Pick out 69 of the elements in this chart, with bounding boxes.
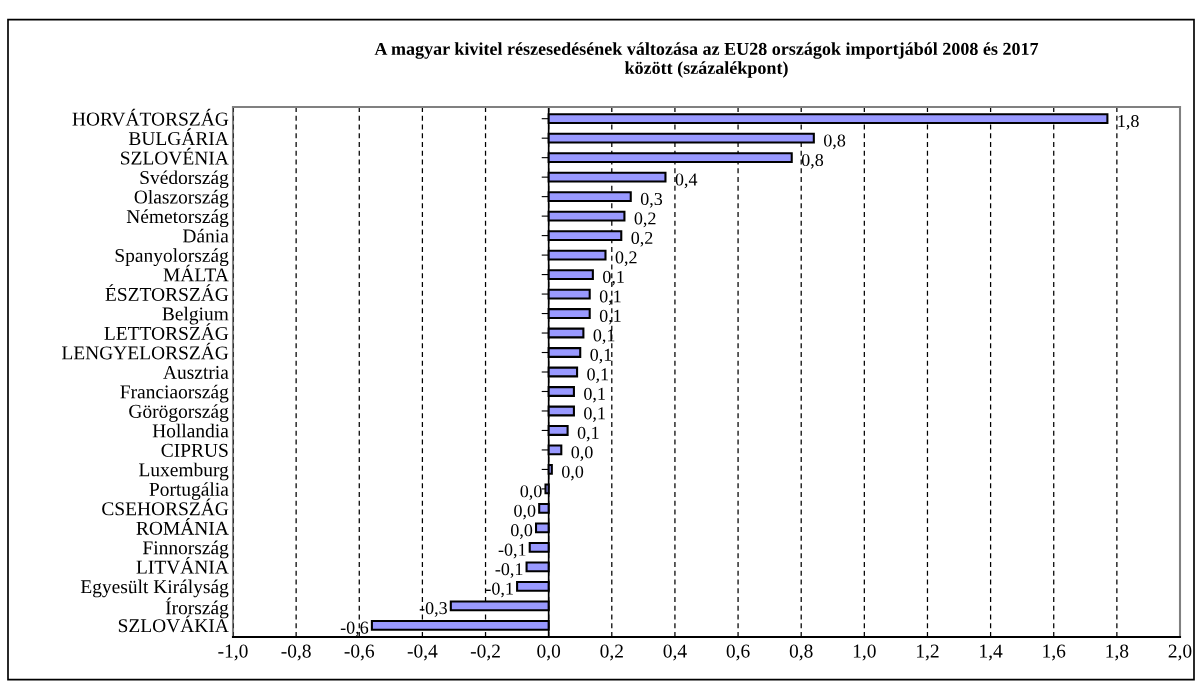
y-tick-label: SZLOVÉNIA <box>121 147 229 165</box>
y-tick-label: Németország <box>126 209 229 228</box>
data-label: -0,6 <box>340 621 369 637</box>
data-label: 0,1 <box>599 309 621 325</box>
y-tick-label: MÁLTA <box>163 264 229 282</box>
data-label: 0,1 <box>584 387 605 403</box>
y-tick-label: Luxemburg <box>139 462 229 481</box>
data-label: 0,2 <box>634 212 656 228</box>
data-label: 0,8 <box>823 134 846 150</box>
data-label: 0,8 <box>801 153 824 169</box>
data-label: -0,1 <box>498 543 526 559</box>
y-tick-label: BULGÁRIA <box>128 128 229 146</box>
x-tick-label: 2,0 <box>1168 644 1192 661</box>
x-tick-label: 1,2 <box>917 644 939 661</box>
y-tick-label: ÉSZTORSZÁG <box>105 284 229 301</box>
y-tick-label: ROMÁNIA <box>136 518 229 535</box>
x-tick-label: 1,8 <box>1106 644 1129 661</box>
x-tick-label: -0,4 <box>407 644 438 661</box>
data-label: 0,0 <box>571 446 593 461</box>
y-tick-label: HORVÁTORSZÁG <box>72 108 229 126</box>
y-tick-label: Portugália <box>149 482 229 500</box>
data-label: 0,1 <box>603 270 624 286</box>
y-tick-label: Ausztria <box>163 365 229 379</box>
x-tick-label: -0,2 <box>470 644 500 661</box>
data-label: 0,1 <box>593 329 615 345</box>
y-tick-label: Franciaország <box>120 384 229 403</box>
y-tick-label: LITVÁNIA <box>136 556 229 574</box>
data-label: 0,1 <box>590 348 612 364</box>
x-tick-label: 0,8 <box>789 644 813 661</box>
x-tick-label: 0,0 <box>537 644 561 661</box>
y-tick-label: Finnország <box>142 540 229 559</box>
data-label: 1,8 <box>1118 114 1139 130</box>
x-tick-label: 0,4 <box>663 644 687 661</box>
x-tick-label: 0,2 <box>600 644 623 661</box>
y-tick-label: CSEHORSZÁG <box>102 498 229 516</box>
data-label: 0,1 <box>587 368 609 384</box>
y-tick-label: Egyesült Királyság <box>80 579 229 598</box>
data-label: 0,2 <box>615 251 637 267</box>
y-tick-label: Spanyolország <box>115 248 229 267</box>
data-label: 0,0 <box>514 504 536 520</box>
x-tick-label: 0,6 <box>726 644 750 661</box>
data-label: 0,4 <box>675 173 698 189</box>
data-label: 0,2 <box>631 231 653 247</box>
y-tick-label: Hollandia <box>152 423 229 438</box>
y-tick-label: Görögország <box>129 404 229 422</box>
data-label: -0,1 <box>486 582 513 598</box>
data-label: 0,0 <box>511 524 533 539</box>
data-label: 0,0 <box>561 465 584 481</box>
x-tick-label: -0,6 <box>344 644 375 661</box>
y-tick-label: Olaszország <box>134 189 229 208</box>
data-label: -0,3 <box>419 602 447 617</box>
chart-title: A magyar kivitel részesedésének változása az EU28 országok importjából 2008 és 2017 között (százalékpont) <box>374 42 1039 78</box>
y-tick-label: LETTORSZÁG <box>104 323 229 340</box>
data-label: 0,1 <box>577 426 599 442</box>
data-label: 0,1 <box>584 407 605 422</box>
x-tick-label: 1,4 <box>980 644 1003 661</box>
x-tick-label: -1,0 <box>218 644 248 661</box>
y-tick-label: CIPRUS <box>161 443 228 457</box>
x-tick-label: -0,8 <box>281 644 311 661</box>
data-label: 0,0 <box>520 485 542 500</box>
data-label: 0,3 <box>640 192 663 208</box>
y-tick-label: Belgium <box>162 306 229 325</box>
y-tick-label: Dánia <box>182 228 229 243</box>
x-tick-label: 1,6 <box>1043 644 1066 661</box>
x-tick-label: 1,0 <box>853 644 876 661</box>
y-tick-label: Svédország <box>140 170 229 189</box>
y-tick-label: LENGYELORSZÁG <box>61 342 229 360</box>
data-label: 0,1 <box>599 290 621 306</box>
data-label: -0,1 <box>495 563 523 578</box>
